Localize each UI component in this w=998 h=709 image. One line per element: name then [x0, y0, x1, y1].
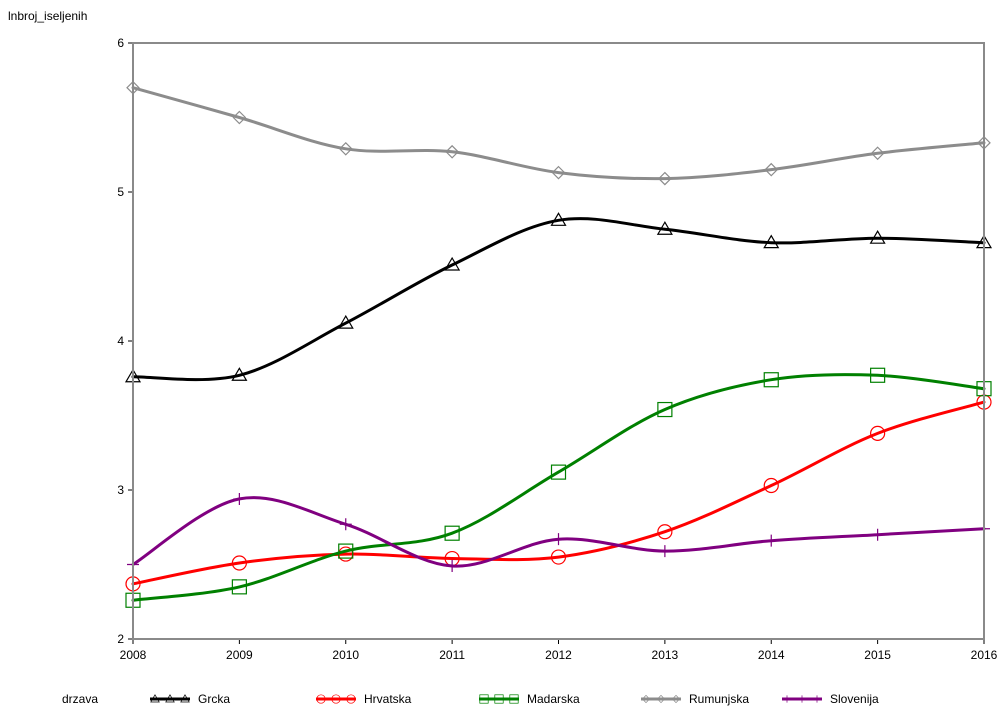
data-point	[231, 367, 248, 381]
legend-item-grcka: Grcka	[150, 692, 230, 706]
plot-frame	[132, 42, 985, 640]
y-tick-label: 5	[117, 185, 124, 199]
x-tick-label: 2013	[652, 648, 679, 662]
legend-title: drzava	[62, 692, 98, 706]
data-point	[657, 401, 673, 418]
legend-item-hrvatska: Hrvatska	[316, 692, 412, 706]
series-line	[131, 217, 986, 382]
data-point	[763, 477, 779, 494]
legend-swatch-marker	[671, 694, 681, 704]
data-point	[233, 492, 246, 505]
legend-swatch-marker	[509, 694, 519, 704]
legend-item-slovenija: Slovenija	[782, 692, 879, 706]
legend-swatch-marker	[783, 695, 791, 703]
data-point	[339, 518, 352, 531]
y-tick-label: 4	[117, 334, 124, 348]
x-tick-label: 2011	[439, 648, 465, 662]
legend-swatch-marker	[150, 694, 160, 703]
series-grcka	[124, 212, 993, 383]
data-point	[765, 534, 778, 547]
y-tick-label: 3	[117, 483, 124, 497]
data-point	[870, 146, 885, 161]
data-point	[552, 533, 565, 546]
legend-swatch-marker	[813, 695, 821, 703]
legend-label: Hrvatska	[364, 692, 412, 706]
axis-ticks: 2 3 4 5 6 2008 2009 2010 2011 2012 2013 2014 2015 201…	[117, 36, 997, 662]
data-point	[871, 528, 884, 541]
data-point	[444, 525, 460, 541]
x-tick-label: 2009	[226, 648, 253, 662]
legend-swatch-marker	[494, 694, 504, 704]
legend-label: Slovenija	[830, 692, 879, 706]
data-point	[338, 141, 353, 156]
legend-label: Rumunjska	[689, 692, 749, 706]
data-point	[231, 555, 247, 571]
series-line	[131, 86, 986, 181]
data-point	[658, 545, 671, 558]
data-point	[764, 162, 779, 177]
x-tick-label: 2014	[758, 648, 785, 662]
legend-swatch-marker	[165, 694, 175, 703]
data-point	[444, 256, 461, 271]
legend-swatch-marker	[331, 694, 341, 704]
x-tick-label: 2010	[332, 648, 359, 662]
data-point	[763, 234, 780, 249]
x-tick-label: 2016	[971, 648, 998, 662]
data-point	[231, 579, 247, 595]
y-axis-title: lnbroj_iseljenih	[8, 9, 87, 23]
legend-swatch-marker	[479, 694, 489, 704]
data-point	[446, 559, 459, 572]
series-line	[131, 373, 986, 602]
data-point	[870, 367, 886, 383]
legend-swatch-marker	[656, 694, 666, 704]
x-tick-label: 2008	[120, 648, 147, 662]
data-point	[551, 165, 566, 180]
series-group	[124, 80, 993, 608]
data-point	[550, 464, 567, 480]
legend: drzava Grcka Hrvatska Madarska Rumunjska Slo…	[62, 692, 879, 706]
data-point	[763, 372, 779, 388]
legend-swatch-marker	[316, 694, 326, 704]
y-tick-label: 2	[117, 632, 124, 646]
series-line	[131, 400, 986, 586]
y-tick-label: 6	[117, 36, 124, 50]
data-point	[870, 425, 886, 441]
legend-swatch-marker	[641, 694, 651, 704]
legend-swatch-marker	[180, 694, 190, 703]
legend-item-rumunjska: Rumunjska	[641, 692, 749, 706]
x-tick-label: 2015	[864, 648, 891, 662]
data-point	[337, 314, 354, 329]
legend-item-madarska: Madarska	[479, 692, 580, 706]
data-point	[658, 171, 672, 186]
legend-swatch-marker	[798, 695, 806, 703]
series-rumunjska	[126, 80, 991, 186]
data-point	[445, 144, 459, 159]
legend-swatch-marker	[346, 694, 356, 704]
data-point	[550, 212, 567, 226]
legend-label: Grcka	[198, 692, 230, 706]
x-tick-label: 2012	[545, 648, 572, 662]
data-point	[550, 549, 567, 565]
data-point	[656, 221, 673, 235]
data-point	[657, 524, 673, 540]
legend-label: Madarska	[527, 692, 580, 706]
data-point	[338, 543, 354, 559]
data-point	[869, 229, 886, 244]
data-point	[232, 110, 247, 125]
series-madarska	[125, 367, 992, 608]
series-hrvatska	[125, 394, 992, 592]
